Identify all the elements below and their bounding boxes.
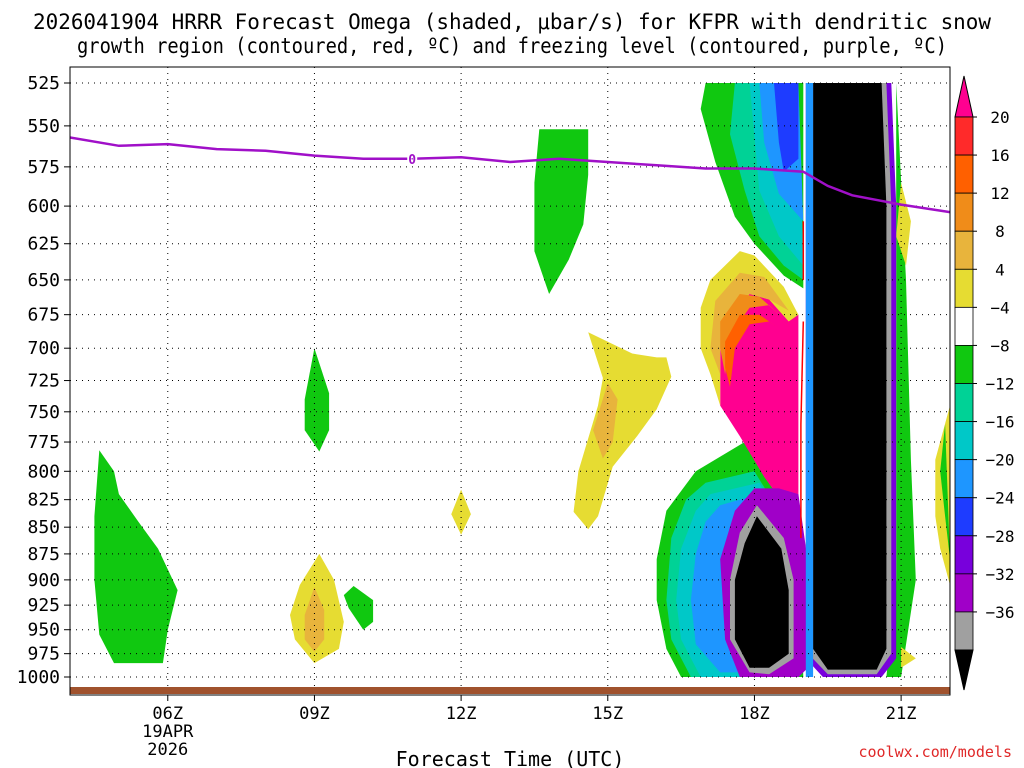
omega-region-w3	[720, 294, 784, 375]
y-tick-label-1000: 1000	[17, 667, 60, 688]
y-tick-label-625: 625	[27, 234, 60, 255]
x-tick-label-15: 15Z	[592, 704, 623, 724]
y-tick-label-750: 750	[27, 402, 60, 423]
omega-region-y3	[573, 332, 672, 530]
y-tick-label-850: 850	[27, 517, 60, 538]
dgz-contour-0	[800, 321, 805, 538]
colorbar-segment-9	[954, 459, 974, 499]
chart-title-line2: growth region (contoured, red, ºC) and f…	[77, 34, 947, 58]
colorbar-segment-8	[954, 421, 974, 461]
omega-region-k2	[813, 83, 887, 670]
x-tick-date: 19APR	[142, 722, 194, 742]
colorbar-segment-1	[954, 154, 974, 194]
x-tick-label-21: 21Z	[886, 704, 917, 724]
colorbar-label-13: −36	[986, 603, 1015, 622]
y-tick-label-650: 650	[27, 270, 60, 291]
y-tick-label-725: 725	[27, 371, 60, 392]
omega-region-g3	[343, 586, 374, 630]
watermark: coolwx.com/models	[858, 743, 1012, 761]
y-tick-label-700: 700	[27, 338, 60, 359]
colorbar-segment-11	[954, 535, 974, 575]
omega-region-g2	[304, 348, 330, 452]
colorbar-segment-12	[954, 573, 974, 613]
colorbar-label-4: 4	[995, 260, 1005, 279]
omega-region-w2	[710, 272, 789, 375]
freezing-level-label: 0	[408, 153, 416, 168]
y-tick-label-775: 775	[27, 432, 60, 453]
y-tick-label-825: 825	[27, 490, 60, 511]
x-tick-label-18: 18Z	[739, 704, 770, 724]
colorbar-label-5: −4	[990, 298, 1009, 317]
colorbar-segment-6	[954, 345, 974, 384]
colorbar-label-12: −32	[986, 565, 1015, 584]
omega-region-y6	[935, 405, 950, 585]
y-tick-label-875: 875	[27, 544, 60, 565]
freezing-level-contour: 0	[70, 136, 950, 214]
colorbar-segment-7	[954, 383, 974, 422]
y-tick-label-900: 900	[27, 570, 60, 591]
omega-region-p1	[720, 279, 799, 538]
x-tick-label-12: 12Z	[446, 704, 477, 724]
colorbar-label-3: 8	[995, 222, 1005, 241]
dgz-contours	[800, 221, 805, 538]
y-axis: 525 550 575 600 625 650 675 700 725 750 775 800 825 8…	[17, 73, 70, 688]
y-tick-label-525: 525	[27, 73, 60, 94]
x-tick-year: 2026	[147, 740, 188, 760]
omega-region-w4	[725, 314, 779, 387]
colorbar-segment-3	[954, 230, 974, 270]
ground-band	[70, 687, 950, 694]
y-tick-label-575: 575	[27, 157, 60, 178]
colorbar: 20 16 12 8 4 −4 −8 −12 −16 −20 −24 −28 −32 −36	[954, 75, 1015, 691]
colorbar-segment-0	[954, 116, 974, 156]
y-tick-label-550: 550	[27, 116, 60, 137]
colorbar-label-2: 12	[990, 184, 1009, 203]
omega-region-y5	[901, 647, 916, 668]
x-axis-label: Forecast Time (UTC)	[396, 747, 625, 768]
omega-region-g8	[940, 424, 950, 560]
chart-title-line1: 2026041904 HRRR Forecast Omega (shaded, …	[33, 10, 991, 34]
y-tick-label-975: 975	[27, 644, 60, 665]
y-tick-label-925: 925	[27, 595, 60, 616]
colorbar-label-0: 20	[990, 108, 1009, 127]
colorbar-segment-5	[954, 306, 974, 346]
omega-region-u1	[805, 83, 814, 677]
colorbar-label-9: −20	[986, 451, 1015, 470]
omega-region-y2	[451, 489, 471, 535]
freezing-level-line	[70, 136, 950, 214]
colorbar-label-6: −8	[990, 336, 1009, 355]
colorbar-label-10: −24	[986, 489, 1015, 508]
colorbar-label-8: −16	[986, 413, 1015, 432]
colorbar-bottom-arrow	[954, 649, 974, 691]
colorbar-top-arrow	[954, 75, 974, 118]
y-tick-label-800: 800	[27, 461, 60, 482]
y-tick-label-600: 600	[27, 196, 60, 217]
colorbar-label-11: −28	[986, 527, 1015, 546]
y-tick-label-675: 675	[27, 305, 60, 326]
colorbar-label-1: 16	[990, 146, 1009, 165]
x-tick-label-6: 06Z	[152, 704, 183, 724]
colorbar-segment-13	[954, 611, 974, 651]
omega-region-g1	[94, 450, 178, 664]
x-tick-label-9: 09Z	[299, 704, 330, 724]
omega-region-g4	[534, 129, 589, 294]
colorbar-segment-4	[954, 268, 974, 308]
omega-region-o2	[593, 383, 618, 459]
colorbar-segment-2	[954, 192, 974, 232]
colorbar-segment-10	[954, 497, 974, 537]
colorbar-label-7: −12	[986, 375, 1015, 394]
omega-region-d1	[774, 83, 799, 172]
freezing-label-bg	[407, 152, 418, 165]
y-tick-label-950: 950	[27, 620, 60, 641]
